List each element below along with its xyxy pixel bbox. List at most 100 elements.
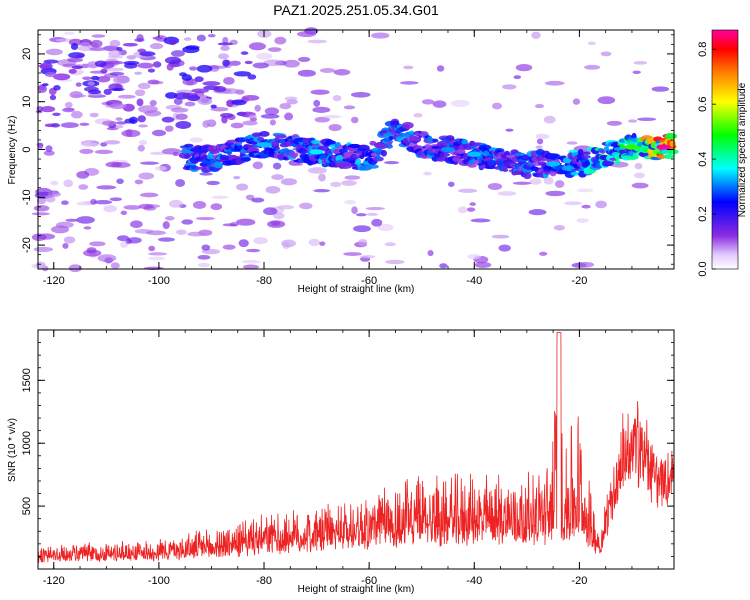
spectrogram-cell [78, 184, 89, 190]
spectrogram-cell [614, 159, 621, 165]
spectrogram-cell [445, 135, 455, 141]
spectrogram-cell [62, 107, 75, 113]
spectrogram-cell [187, 231, 206, 237]
spectrogram-cell [333, 69, 351, 76]
spectrogram-cell [125, 129, 133, 137]
spectrogram-cell [222, 244, 236, 250]
spectrogram-cell [96, 76, 111, 83]
spectrogram-cell [535, 145, 543, 150]
spectrogram-cell [103, 88, 112, 96]
spectrogram-cell [191, 88, 209, 94]
spectrogram-cell [203, 119, 216, 124]
snr-x-label: Height of straight line (km) [298, 584, 415, 595]
spectrogram-cell [104, 67, 124, 72]
spectrogram-cell [231, 99, 247, 106]
spectrogram-cell [467, 254, 481, 260]
spectrogram-cell [572, 98, 581, 105]
spectrogram-cell [184, 101, 196, 107]
spectrogram-cell [194, 76, 204, 83]
spectrogram-cell [474, 261, 492, 268]
spectrogram-cell [233, 175, 241, 180]
spectrogram-cell [355, 213, 367, 217]
spectrogram-cell [168, 199, 183, 208]
spectrogram-cell [45, 145, 53, 153]
spectrogram-cell [539, 251, 548, 256]
spectrogram-cell [531, 31, 541, 39]
spectrogram-cell [116, 235, 130, 242]
spectrogram-cell [587, 41, 596, 46]
spectrogram-cell [67, 58, 83, 63]
spectrogram-cell [138, 124, 148, 128]
spectrogram-cell [487, 159, 497, 164]
spectrogram-cell [40, 106, 56, 113]
spectrogram-cell [94, 200, 113, 205]
spectrogram-cell [63, 179, 74, 188]
x-tick-label: -100 [148, 575, 170, 587]
spectrogram-cell [139, 51, 156, 57]
spectrogram-cell [466, 207, 476, 212]
spectrogram-cell [161, 116, 175, 123]
spectrogram-cell [344, 175, 361, 180]
spectrogram-cell [78, 42, 91, 47]
spectrogram-cell [351, 206, 358, 215]
spectrogram-cell [53, 84, 61, 91]
spectrogram-cell [201, 244, 211, 251]
spectrogram-cell [310, 89, 330, 95]
spectrogram-cell [308, 238, 321, 247]
spectrogram-cell [162, 221, 170, 230]
spectrogram-cell [254, 104, 261, 112]
spectrogram-cell [76, 171, 90, 179]
spectrogram-cell [251, 197, 265, 203]
spectrogram-cell [148, 252, 168, 256]
spectrogram-cell [663, 153, 675, 160]
spectrogram-cell [115, 117, 123, 121]
spectrogram-cell [260, 113, 280, 119]
spectrogram-cell [513, 170, 523, 174]
spectrogram-cell [183, 37, 192, 41]
spectrogram-cell [252, 62, 270, 69]
x-tick-label: -20 [571, 575, 587, 587]
spectrogram-cell [439, 263, 448, 269]
spectrogram-cell [341, 180, 357, 186]
spectrogram-cell [313, 188, 331, 193]
spectrogram-cell [365, 207, 386, 211]
spectrogram-cell [220, 45, 230, 51]
spectrogram-cell [277, 205, 295, 210]
spectrogram-cell [509, 162, 517, 168]
spectrogram-cell [83, 226, 92, 230]
spectrogram-cell [246, 248, 261, 253]
x-tick-label: -20 [571, 275, 587, 287]
spectrogram-cell [240, 157, 251, 162]
spectrogram-cell [413, 113, 423, 118]
spectrogram-cell [47, 191, 61, 198]
spectrogram-cell [258, 131, 270, 137]
spectrogram-cell [189, 66, 198, 71]
spectrogram-cell [81, 63, 89, 69]
spectrogram-peak [656, 144, 671, 150]
spectrogram-cell [384, 161, 400, 165]
spectrogram-cell [144, 110, 162, 117]
spectrogram-cell [595, 200, 607, 209]
spectrogram-cell [597, 96, 616, 105]
colorbar-label: Normalized spectral amplitude [737, 82, 748, 217]
spectrogram-cell [37, 142, 44, 149]
spectrogram-cell [633, 61, 648, 65]
y-tick-label: -10 [21, 189, 33, 205]
spectrogram-cell [236, 183, 249, 191]
spectrogram-cell [76, 201, 95, 206]
spectrogram-cell [461, 139, 469, 145]
spectrogram-cell [439, 152, 451, 157]
spectrogram-cell [89, 47, 106, 52]
spectrogram-cell [241, 259, 261, 264]
spectrogram-cell [240, 51, 249, 55]
spectrogram-cell [307, 39, 328, 44]
spectrogram-cell [170, 50, 185, 57]
spectrogram-cell [173, 97, 183, 105]
spectrogram-cell [450, 99, 470, 108]
spectrogram-cell [384, 242, 396, 247]
snr-background [38, 330, 674, 569]
spectrogram-cell [471, 145, 477, 150]
y-tick-label: 20 [21, 48, 33, 60]
